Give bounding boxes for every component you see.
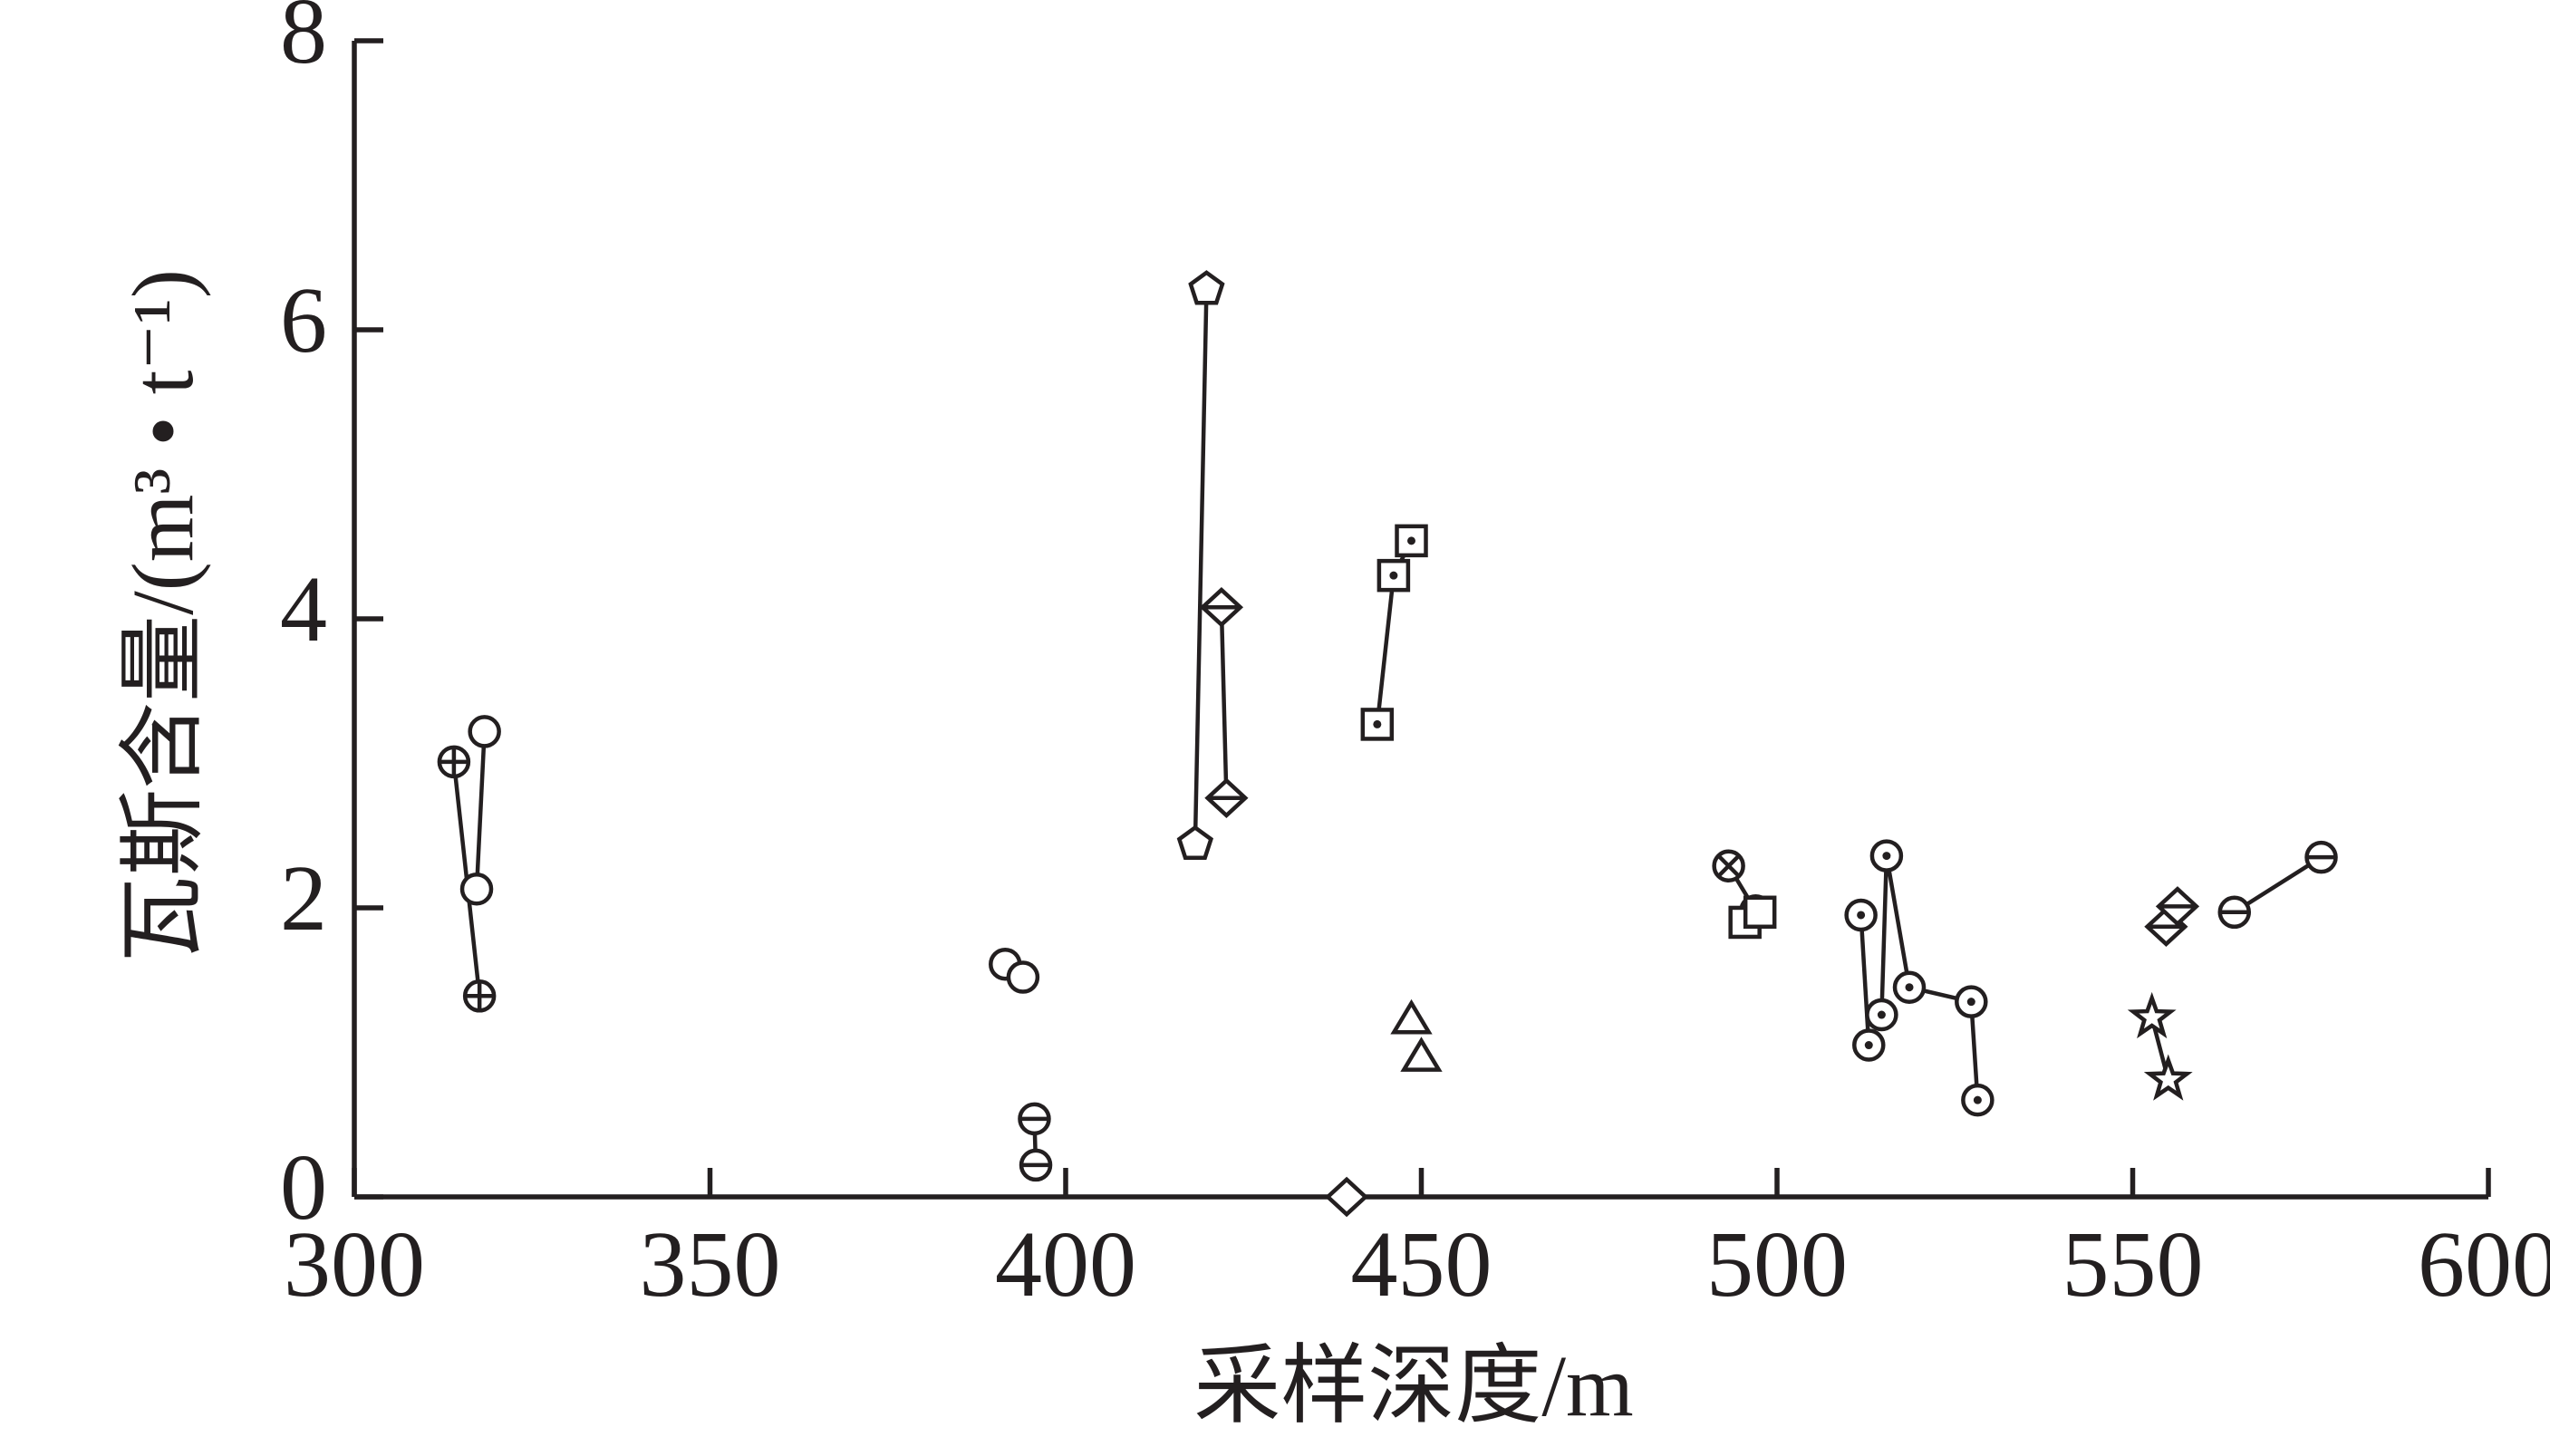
x-tick-label: 500 (1706, 1212, 1848, 1316)
data-point (1204, 777, 1249, 819)
marker-shape (1176, 824, 1214, 860)
data-point (1019, 1148, 1053, 1182)
data-point (1400, 1037, 1443, 1072)
y-tick-label: 0 (280, 1135, 327, 1239)
marker-detail (1877, 1010, 1886, 1019)
marker-detail (1973, 1095, 1982, 1104)
data-point (1743, 895, 1777, 930)
data-point (1844, 898, 1878, 932)
x-tick-label: 600 (2418, 1212, 2550, 1316)
marker-detail (1882, 852, 1891, 861)
marker-shape (1400, 1037, 1443, 1072)
marker-shape (1188, 270, 1225, 305)
x-tick-label: 300 (284, 1212, 425, 1316)
data-point (1360, 708, 1395, 741)
marker-shape (1395, 524, 1428, 558)
data-point (1018, 1102, 1051, 1136)
data-point (1892, 970, 1927, 1004)
data-point (1188, 270, 1225, 305)
x-axis-label: 采样深度/m (1193, 1337, 1633, 1434)
marker-shape (468, 715, 501, 748)
data-point (2304, 840, 2338, 874)
marker-shape (1390, 998, 1433, 1035)
marker-shape (2143, 1054, 2193, 1101)
data-point (462, 979, 497, 1013)
data-point (2127, 991, 2177, 1039)
x-tick-label: 350 (640, 1212, 781, 1316)
marker-detail (1407, 536, 1416, 545)
marker-detail (1857, 911, 1866, 920)
data-point (2217, 895, 2252, 930)
marker-shape (1324, 1176, 1369, 1218)
marker-shape (459, 873, 494, 906)
marker-detail (1966, 998, 1975, 1007)
data-point (1852, 1028, 1886, 1062)
data-point (1006, 960, 1040, 994)
data-point (1395, 524, 1428, 558)
data-point (1376, 558, 1411, 593)
y-tick-label: 4 (280, 557, 327, 661)
marker-detail (1905, 983, 1914, 992)
marker-detail (465, 981, 495, 1011)
data-point (1712, 849, 1745, 882)
marker-shape (1743, 895, 1777, 930)
data-point (2155, 886, 2200, 927)
data-point (459, 873, 494, 906)
data-point (1955, 985, 1988, 1018)
y-tick-label: 6 (280, 268, 327, 372)
data-point (1199, 586, 1244, 628)
data-point (1961, 1083, 1995, 1117)
marker-detail (439, 747, 468, 776)
marker-detail (1389, 571, 1398, 580)
marker-detail (1864, 1041, 1873, 1050)
marker-shape (2127, 991, 2177, 1039)
data-point (1390, 998, 1433, 1035)
data-point (1324, 1176, 1369, 1218)
y-tick-label: 8 (280, 0, 327, 83)
data-point (437, 745, 471, 779)
data-point (1865, 998, 1898, 1032)
data-point (468, 715, 501, 748)
marker-shape (1376, 558, 1411, 593)
data-point (1176, 824, 1214, 860)
series-line (1859, 914, 1871, 1046)
marker-detail (1373, 719, 1382, 728)
series-line (1193, 289, 1209, 844)
y-axis-label: 瓦斯含量/(m³ • t⁻¹) (114, 269, 211, 963)
y-tick-label: 2 (280, 846, 327, 950)
data-point (1869, 839, 1904, 873)
marker-detail (1716, 853, 1741, 878)
series-line (2233, 855, 2323, 914)
x-tick-label: 450 (1351, 1212, 1492, 1316)
x-tick-label: 550 (2062, 1212, 2204, 1316)
series-line (1219, 607, 1229, 798)
x-tick-label: 400 (995, 1212, 1136, 1316)
marker-shape (1006, 960, 1040, 994)
series-line (474, 731, 487, 890)
data-point (2143, 1054, 2193, 1101)
